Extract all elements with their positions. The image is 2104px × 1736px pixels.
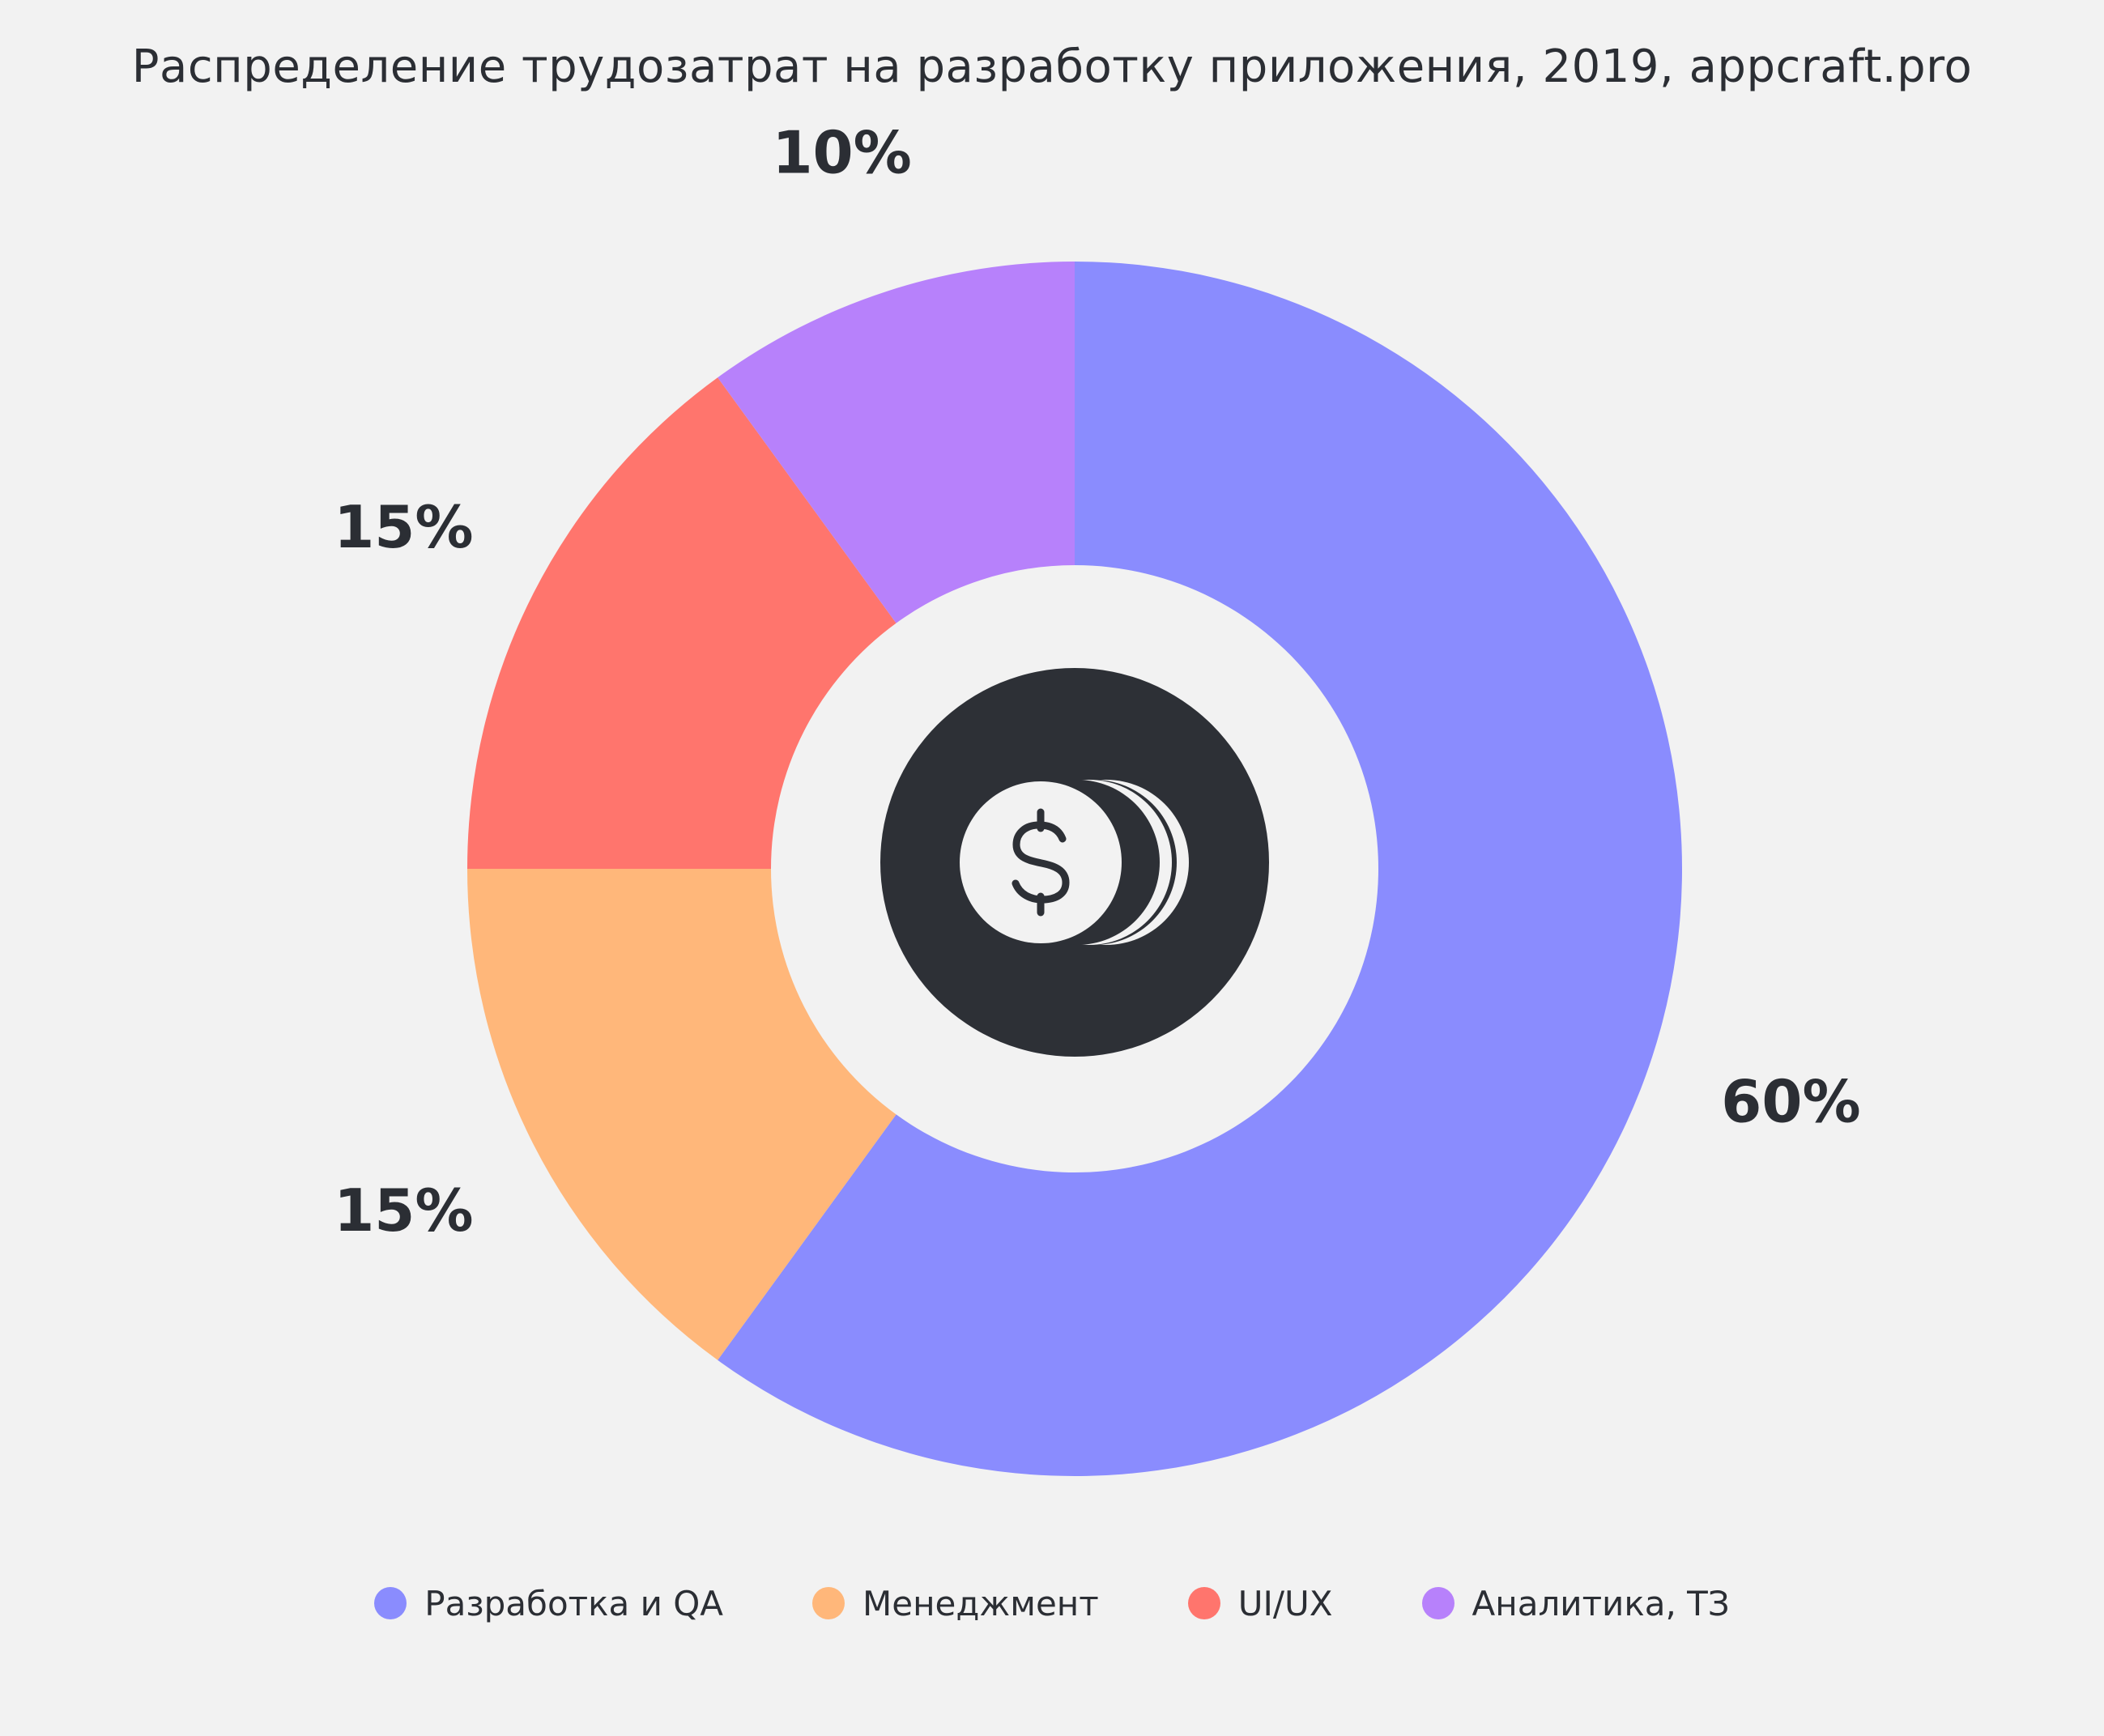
slice-uiux	[467, 377, 897, 869]
coins-dollar-icon	[880, 668, 1269, 1057]
legend-swatch	[1421, 1587, 1454, 1619]
chart-title: Распределение трудозатрат на разработку …	[131, 40, 1973, 93]
legend-label: UI/UX	[1237, 1583, 1333, 1623]
legend-item-management: Менеджмент	[812, 1584, 1099, 1623]
legend-swatch	[812, 1587, 845, 1619]
legend-item-development: Разработка и QA	[374, 1584, 723, 1623]
slice-development	[718, 262, 1683, 1477]
label-analytics: 10%	[772, 119, 911, 187]
legend-item-uiux: UI/UX	[1187, 1583, 1333, 1623]
chart-legend: Разработка и QA Менеджмент UI/UX Аналити…	[0, 1579, 2104, 1628]
legend-label: Разработка и QA	[424, 1583, 724, 1623]
slice-analytics	[718, 262, 1075, 623]
dollar-sign-icon	[1012, 808, 1070, 917]
slice-labels: 60% 15% 15% 10%	[334, 119, 1860, 1245]
legend-label: Аналитика, ТЗ	[1472, 1583, 1730, 1623]
label-development: 60%	[1721, 1067, 1860, 1135]
slice-management	[467, 869, 897, 1360]
legend-swatch	[1187, 1587, 1220, 1619]
label-uiux: 15%	[334, 493, 473, 561]
donut-slices	[467, 262, 1683, 1477]
label-management: 15%	[334, 1176, 473, 1245]
legend-item-analytics: Аналитика, ТЗ	[1421, 1583, 1730, 1623]
legend-label: Менеджмент	[862, 1583, 1099, 1623]
legend-swatch	[374, 1587, 407, 1619]
